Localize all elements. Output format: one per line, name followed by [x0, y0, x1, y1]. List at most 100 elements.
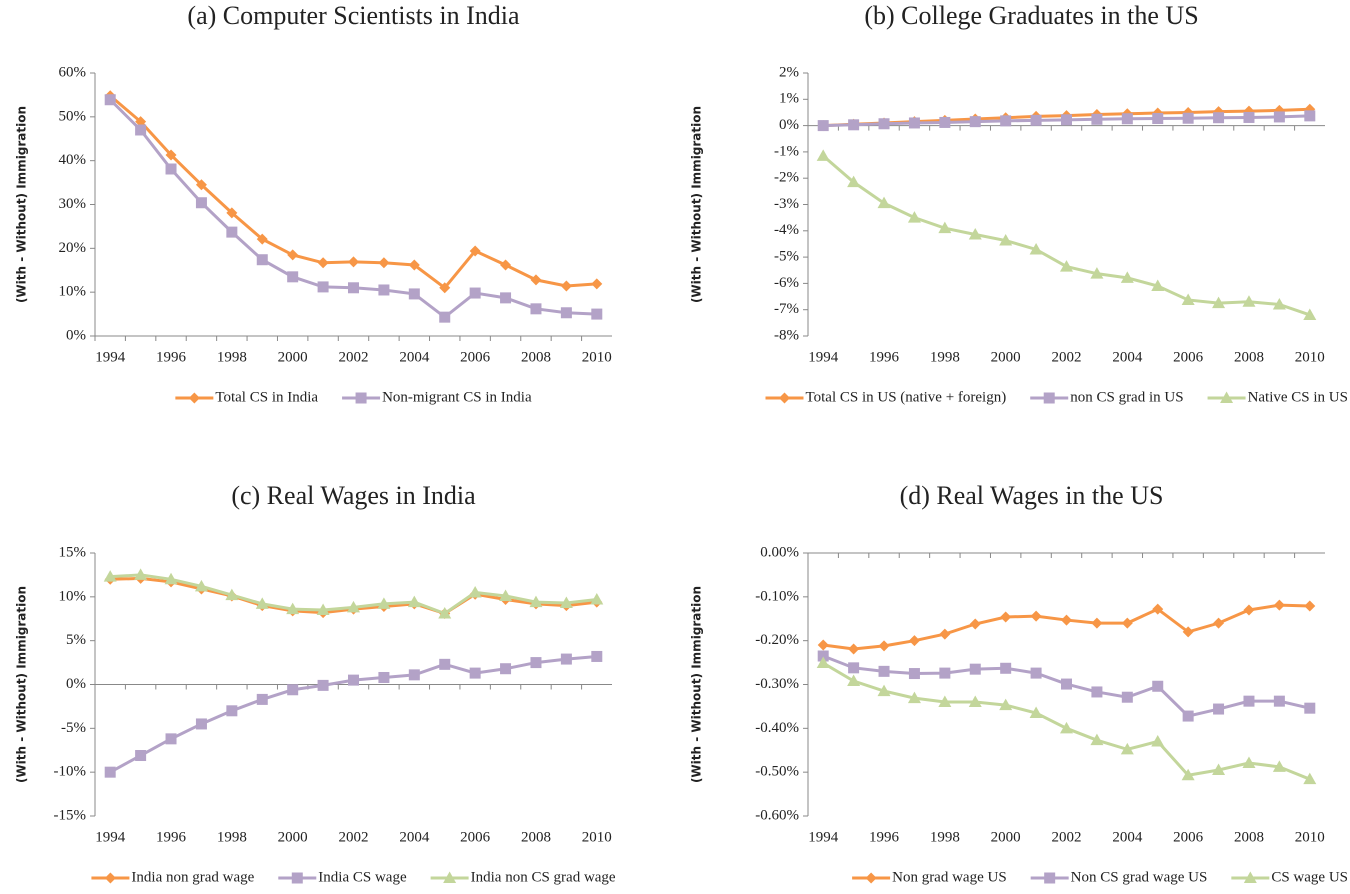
y-axis-label: (With - Without) Immigration: [15, 106, 29, 303]
x-tick-label: 1998: [930, 829, 960, 845]
marker: [104, 872, 116, 884]
y-tick-label: -0.50%: [755, 764, 799, 780]
marker: [287, 684, 299, 696]
marker: [848, 119, 860, 131]
chart-title: (a) Computer Scientists in India: [187, 1, 520, 30]
x-tick-label: 2008: [521, 829, 551, 845]
marker: [226, 705, 238, 717]
series-line: [109, 654, 597, 774]
marker: [878, 640, 890, 652]
marker: [560, 307, 572, 319]
marker: [226, 207, 238, 219]
x-tick-label: 1996: [156, 829, 187, 845]
x-tick-label: 2008: [521, 349, 551, 365]
marker: [969, 116, 981, 128]
marker: [468, 585, 482, 598]
y-tick-label: 40%: [59, 152, 87, 168]
marker: [1091, 113, 1103, 125]
marker: [104, 94, 116, 106]
marker: [560, 653, 572, 665]
legend-item: Non CS grad wage US: [1030, 869, 1208, 885]
marker: [1242, 756, 1256, 768]
marker: [439, 311, 451, 323]
marker: [1303, 772, 1317, 785]
marker: [968, 695, 982, 708]
x-tick-label: 2004: [399, 829, 430, 845]
marker: [134, 568, 148, 580]
marker: [999, 698, 1013, 711]
marker: [195, 197, 207, 209]
legend-item: India non grad wage: [91, 869, 255, 885]
x-tick-label: 2010: [1295, 829, 1325, 845]
x-tick-label: 2000: [991, 349, 1021, 365]
marker: [1061, 678, 1072, 690]
marker: [194, 579, 208, 592]
marker: [969, 618, 981, 630]
marker: [469, 287, 481, 299]
marker: [939, 116, 951, 128]
marker: [559, 596, 573, 608]
marker: [348, 282, 359, 294]
marker: [378, 284, 390, 296]
marker: [1061, 114, 1072, 126]
y-tick-label: -10%: [54, 764, 87, 780]
panel: (c) Real Wages in India (With - Without) …: [15, 481, 616, 885]
marker: [164, 572, 178, 585]
x-tick-label: 2006: [1173, 829, 1204, 845]
x-tick-label: 1998: [217, 829, 247, 845]
marker: [1060, 260, 1073, 272]
marker: [1212, 763, 1226, 775]
marker: [1043, 392, 1055, 404]
marker: [1304, 110, 1316, 122]
y-tick-label: -0.10%: [755, 588, 799, 604]
legend-item: non CS grad in US: [1030, 389, 1184, 405]
marker: [1213, 703, 1225, 715]
x-tick-label: 2010: [582, 829, 612, 845]
x-tick-label: 2000: [278, 829, 308, 845]
marker: [1030, 114, 1042, 126]
marker: [225, 588, 239, 601]
marker: [165, 733, 177, 745]
marker: [1090, 267, 1104, 279]
legend-label: non CS grad in US: [1070, 389, 1183, 405]
marker: [938, 221, 952, 234]
marker: [877, 684, 891, 697]
legend-label: Total CS in India: [215, 389, 318, 405]
marker: [135, 750, 147, 762]
x-tick-label: 1996: [156, 349, 187, 365]
marker: [1090, 733, 1104, 746]
marker: [1242, 295, 1256, 307]
marker: [104, 766, 116, 778]
marker: [500, 259, 512, 271]
marker: [1121, 617, 1133, 629]
marker: [939, 667, 951, 679]
marker: [408, 259, 420, 271]
marker: [1030, 610, 1042, 622]
y-tick-label: -6%: [774, 275, 799, 291]
y-tick-label: -0.40%: [755, 720, 799, 736]
marker: [1000, 115, 1012, 127]
marker: [378, 671, 390, 683]
y-axis-label: (With - Without) Immigration: [690, 106, 704, 303]
legend-label: India non CS grad wage: [471, 869, 616, 885]
marker: [1212, 296, 1226, 309]
marker: [1273, 695, 1285, 707]
legend-label: India CS wage: [318, 869, 407, 885]
marker: [1121, 113, 1133, 125]
x-tick-label: 2000: [278, 349, 308, 365]
chart-title: (d) Real Wages in the US: [900, 481, 1164, 510]
series-line: [823, 603, 1310, 651]
marker: [530, 303, 542, 315]
legend-label: Non CS grad wage US: [1071, 869, 1208, 885]
marker: [195, 718, 207, 730]
legend-item: India CS wage: [278, 869, 407, 885]
marker: [378, 257, 390, 269]
marker: [1152, 603, 1164, 615]
marker: [816, 149, 830, 161]
marker: [1304, 600, 1316, 612]
marker: [165, 149, 177, 161]
x-tick-label: 1998: [217, 349, 247, 365]
y-tick-label: 60%: [59, 64, 87, 80]
chart-title: (c) Real Wages in India: [231, 481, 476, 510]
marker: [1243, 111, 1255, 123]
